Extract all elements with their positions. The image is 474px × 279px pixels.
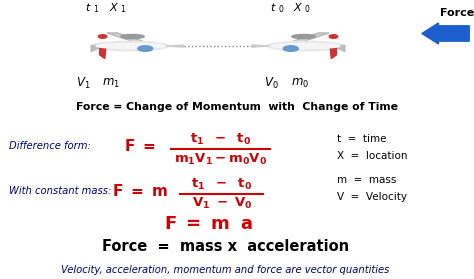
Text: Velocity, acceleration, momentum and force are vector quantities: Velocity, acceleration, momentum and for… (61, 265, 389, 275)
Text: $\mathbf{V_1\ -\ V_0}$: $\mathbf{V_1\ -\ V_0}$ (191, 196, 252, 211)
Ellipse shape (92, 41, 169, 51)
Ellipse shape (99, 35, 107, 38)
Text: Force: Force (440, 8, 474, 18)
Text: $m_0$: $m_0$ (291, 77, 309, 90)
Text: Force  =  mass x  acceleration: Force = mass x acceleration (101, 239, 349, 254)
Text: $\mathbf{F\ =\ m\ \ a}$: $\mathbf{F\ =\ m\ \ a}$ (164, 215, 253, 233)
Ellipse shape (121, 35, 144, 39)
Polygon shape (333, 45, 345, 52)
Text: V  =  Velocity: V = Velocity (337, 192, 407, 202)
Text: $V_1$: $V_1$ (76, 76, 90, 91)
Text: m  =  mass: m = mass (337, 175, 396, 185)
Text: $\mathbf{t_1\ \ -\ \ t_0}$: $\mathbf{t_1\ \ -\ \ t_0}$ (191, 177, 253, 192)
Polygon shape (330, 46, 337, 59)
Text: $X\ _1$: $X\ _1$ (109, 1, 127, 15)
Ellipse shape (272, 44, 340, 49)
Polygon shape (100, 46, 106, 59)
Ellipse shape (283, 46, 298, 51)
Ellipse shape (329, 35, 337, 38)
FancyArrow shape (422, 23, 469, 44)
Text: $m_1$: $m_1$ (102, 77, 120, 90)
Text: $\mathbf{F\ =\ m}$: $\mathbf{F\ =\ m}$ (112, 183, 168, 199)
Text: $\mathbf{F\ =}$: $\mathbf{F\ =}$ (124, 138, 155, 155)
Text: $t\ _0$: $t\ _0$ (270, 1, 284, 15)
Ellipse shape (96, 44, 164, 49)
Text: X  =  location: X = location (337, 151, 407, 161)
Ellipse shape (267, 41, 344, 51)
Text: $\mathbf{t_1\ \ -\ \ t_0}$: $\mathbf{t_1\ \ -\ \ t_0}$ (190, 132, 251, 147)
Polygon shape (167, 45, 184, 47)
Text: Difference form:: Difference form: (9, 141, 91, 151)
Polygon shape (107, 33, 154, 45)
Text: With constant mass:: With constant mass: (9, 186, 112, 196)
Ellipse shape (138, 46, 153, 51)
Polygon shape (252, 45, 269, 47)
Text: $\mathbf{m_1V_1 - m_0V_0}$: $\mathbf{m_1V_1 - m_0V_0}$ (174, 151, 267, 167)
Text: $t\ _1$: $t\ _1$ (85, 1, 100, 15)
Text: Force = Change of Momentum  with  Change of Time: Force = Change of Momentum with Change o… (76, 102, 398, 112)
Polygon shape (91, 45, 102, 52)
Text: $X\ _0$: $X\ _0$ (293, 1, 311, 15)
Text: t  =  time: t = time (337, 134, 386, 145)
Ellipse shape (292, 35, 315, 39)
Polygon shape (282, 33, 329, 45)
Text: $V_0$: $V_0$ (264, 76, 278, 91)
